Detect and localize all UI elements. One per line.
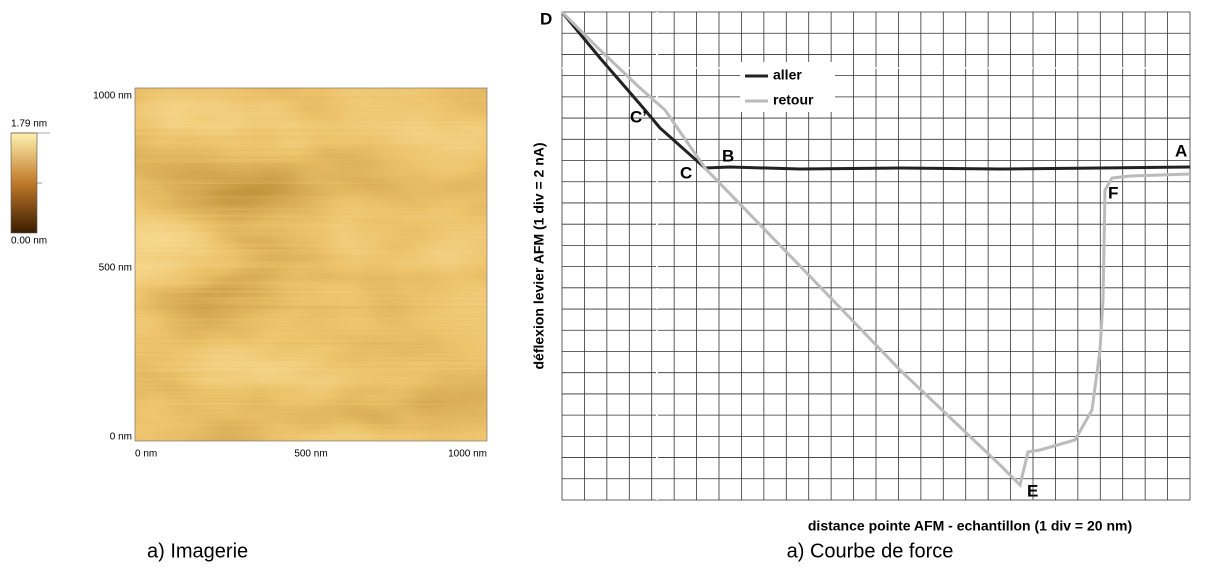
x-tick-label: 1000 nm — [448, 449, 487, 460]
point-label: C — [680, 163, 692, 182]
point-label: B — [722, 146, 734, 165]
point-label: E — [1027, 481, 1038, 500]
legend — [740, 62, 835, 112]
y-tick-label: 1000 nm — [93, 91, 132, 102]
x-tick-label: 500 nm — [294, 449, 327, 460]
x-tick-label: 0 nm — [135, 449, 157, 460]
point-label: C’ — [630, 107, 647, 126]
y-axis-label: déflexion levier AFM (1 div = 2 nA) — [531, 142, 547, 369]
legend-label: retour — [773, 92, 814, 108]
point-label: F — [1108, 183, 1118, 202]
legend-label: aller — [773, 67, 802, 83]
caption: a) Courbe de force — [787, 540, 954, 562]
afm-image — [135, 88, 487, 441]
curve-aller — [560, 11, 1191, 171]
point-label: A — [1175, 141, 1187, 160]
point-label: D — [540, 9, 552, 28]
caption: a) Imagerie — [147, 540, 248, 562]
image-frame — [134, 87, 488, 442]
y-tick-label: 0 nm — [110, 432, 132, 443]
colorbar-max: 1.79 nm — [11, 119, 47, 130]
x-axis-label: distance pointe AFM - echantillon (1 div… — [808, 518, 1132, 534]
colorbar-min: 0.00 nm — [11, 236, 47, 247]
y-tick-label: 500 nm — [99, 263, 132, 274]
colorbar — [10, 132, 38, 234]
curve-retour — [560, 10, 1191, 488]
